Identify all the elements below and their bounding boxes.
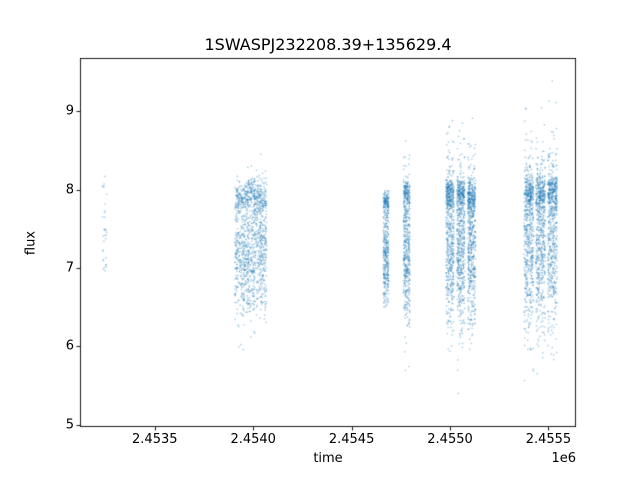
x-tick-label: 2.4540: [230, 432, 276, 447]
y-tick-label: 6: [65, 338, 74, 354]
x-axis-label: time: [313, 451, 343, 466]
x-tick-label: 2.4535: [132, 432, 178, 447]
y-tick-label: 8: [65, 182, 74, 198]
y-tick-label: 7: [65, 260, 74, 276]
x-tick-label: 2.4545: [328, 432, 375, 447]
x-tick-label: 2.4555: [525, 432, 572, 447]
y-tick-label: 9: [65, 103, 74, 119]
y-axis-label: flux: [23, 230, 39, 256]
y-tick-label: 5: [65, 417, 74, 433]
chart-title: 1SWASPJ232208.39+135629.4: [204, 35, 452, 54]
x-axis-offset-text: 1e6: [551, 451, 576, 466]
x-tick-label: 2.4550: [427, 432, 473, 447]
